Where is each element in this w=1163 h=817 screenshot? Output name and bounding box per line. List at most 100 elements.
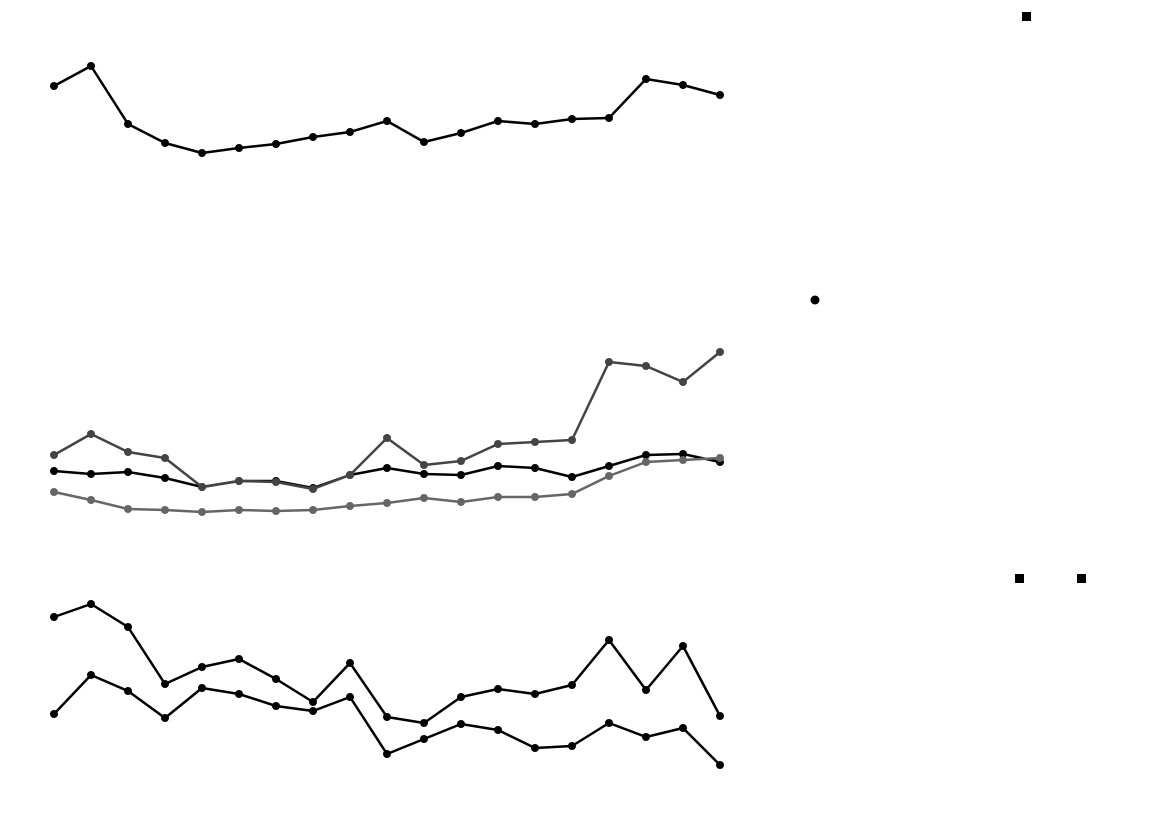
point xyxy=(124,120,132,128)
point xyxy=(309,707,317,715)
point xyxy=(716,348,724,356)
point xyxy=(309,698,317,706)
point xyxy=(716,91,724,99)
point xyxy=(50,488,58,496)
point xyxy=(457,471,465,479)
legend-marker xyxy=(1022,12,1031,21)
point xyxy=(568,681,576,689)
point xyxy=(605,114,613,122)
point xyxy=(383,464,391,472)
point xyxy=(531,493,539,501)
point xyxy=(198,684,206,692)
point xyxy=(420,470,428,478)
point xyxy=(346,659,354,667)
point xyxy=(494,462,502,470)
point xyxy=(124,468,132,476)
point xyxy=(198,663,206,671)
point xyxy=(605,719,613,727)
point xyxy=(272,702,280,710)
point xyxy=(272,507,280,515)
point xyxy=(605,472,613,480)
point xyxy=(716,712,724,720)
point xyxy=(642,733,650,741)
point xyxy=(457,129,465,137)
point xyxy=(383,117,391,125)
point xyxy=(420,719,428,727)
point xyxy=(531,744,539,752)
point xyxy=(161,139,169,147)
point xyxy=(716,454,724,462)
point xyxy=(87,496,95,504)
point xyxy=(457,720,465,728)
point xyxy=(87,62,95,70)
point xyxy=(642,686,650,694)
point xyxy=(420,735,428,743)
point xyxy=(235,506,243,514)
point xyxy=(272,140,280,148)
point xyxy=(568,742,576,750)
point xyxy=(383,713,391,721)
point xyxy=(309,133,317,141)
point xyxy=(87,470,95,478)
point xyxy=(642,451,650,459)
point xyxy=(124,623,132,631)
point xyxy=(642,75,650,83)
point xyxy=(161,474,169,482)
point xyxy=(679,456,687,464)
legend-marker xyxy=(810,295,820,305)
point xyxy=(235,477,243,485)
point xyxy=(161,454,169,462)
point xyxy=(309,506,317,514)
point xyxy=(420,494,428,502)
point xyxy=(494,726,502,734)
series-line xyxy=(53,64,721,155)
point xyxy=(272,478,280,486)
point xyxy=(87,430,95,438)
point xyxy=(605,358,613,366)
point xyxy=(346,693,354,701)
point xyxy=(235,690,243,698)
point xyxy=(457,498,465,506)
legend-marker xyxy=(1077,574,1086,583)
point xyxy=(679,642,687,650)
point xyxy=(383,750,391,758)
point xyxy=(679,450,687,458)
point xyxy=(494,493,502,501)
point xyxy=(198,483,206,491)
point xyxy=(531,690,539,698)
point xyxy=(124,448,132,456)
point xyxy=(642,458,650,466)
point xyxy=(605,462,613,470)
point xyxy=(50,451,58,459)
point xyxy=(457,693,465,701)
point xyxy=(494,685,502,693)
point xyxy=(716,761,724,769)
point xyxy=(50,82,58,90)
point xyxy=(457,457,465,465)
point xyxy=(531,464,539,472)
point xyxy=(50,710,58,718)
point xyxy=(50,467,58,475)
point xyxy=(679,724,687,732)
point xyxy=(161,680,169,688)
point xyxy=(383,499,391,507)
point xyxy=(87,671,95,679)
series-line xyxy=(53,602,722,725)
point xyxy=(494,440,502,448)
point xyxy=(309,485,317,493)
point xyxy=(124,687,132,695)
point xyxy=(679,378,687,386)
point xyxy=(235,144,243,152)
point xyxy=(161,714,169,722)
point xyxy=(420,461,428,469)
point xyxy=(679,81,687,89)
point xyxy=(568,490,576,498)
point xyxy=(272,675,280,683)
point xyxy=(642,362,650,370)
legend-marker xyxy=(1015,574,1024,583)
point xyxy=(383,434,391,442)
point xyxy=(346,128,354,136)
point xyxy=(605,636,613,644)
